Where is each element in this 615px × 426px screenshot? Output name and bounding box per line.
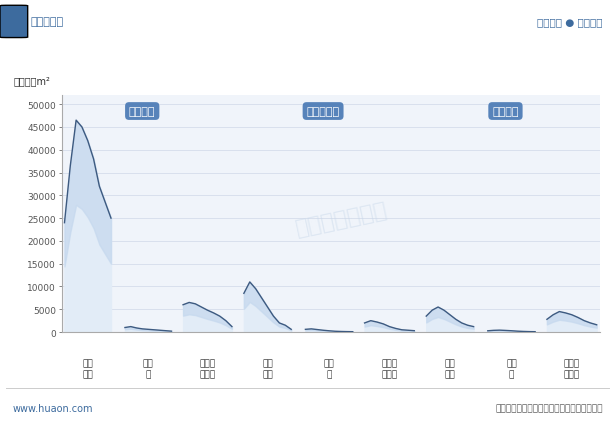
Text: 施工面积: 施工面积 bbox=[129, 107, 156, 117]
Text: www.huaon.com: www.huaon.com bbox=[12, 403, 93, 413]
Text: 商品
住宅: 商品 住宅 bbox=[262, 359, 273, 378]
FancyBboxPatch shape bbox=[0, 6, 28, 38]
Text: 商品
住宅: 商品 住宅 bbox=[82, 359, 93, 378]
Text: 竣工面积: 竣工面积 bbox=[492, 107, 518, 117]
Text: 商业营
业用房: 商业营 业用房 bbox=[381, 359, 397, 378]
Text: 专业严谨 ● 客观科学: 专业严谨 ● 客观科学 bbox=[537, 17, 603, 27]
Text: 办公
楼: 办公 楼 bbox=[323, 359, 335, 378]
Text: 2016-2024年1-11月安徽省房地产施工面积情况: 2016-2024年1-11月安徽省房地产施工面积情况 bbox=[161, 58, 454, 76]
Text: 新开工面积: 新开工面积 bbox=[306, 107, 339, 117]
Text: 商业营
业用房: 商业营 业用房 bbox=[564, 359, 580, 378]
Text: 数据来源：国家统计局，华经产业研究院整理: 数据来源：国家统计局，华经产业研究院整理 bbox=[495, 403, 603, 413]
Text: 办公
楼: 办公 楼 bbox=[506, 359, 517, 378]
Text: 办公
楼: 办公 楼 bbox=[143, 359, 154, 378]
Text: 华经产业研究院: 华经产业研究院 bbox=[293, 199, 389, 238]
Text: 单位：万m²: 单位：万m² bbox=[13, 76, 50, 86]
Text: 商品
住宅: 商品 住宅 bbox=[445, 359, 455, 378]
Text: 商业营
业用房: 商业营 业用房 bbox=[199, 359, 215, 378]
Text: 华经情报网: 华经情报网 bbox=[31, 17, 64, 27]
